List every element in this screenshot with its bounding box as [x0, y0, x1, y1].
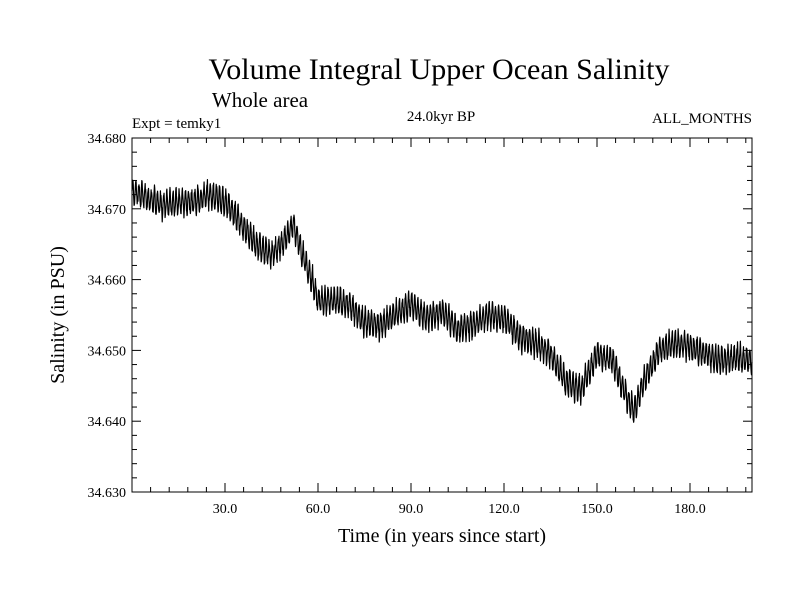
x-axis-label: Time (in years since start) [338, 525, 546, 547]
y-tick-label: 34.670 [88, 203, 127, 218]
x-tick-label: 60.0 [306, 502, 331, 517]
experiment-label: Expt = temky1 [132, 116, 221, 132]
axis-tick-labels: 30.0 60.0 90.0 120.0 150.0 180.0 34.630 34.640 3… [88, 132, 706, 517]
x-tick-label: 90.0 [399, 502, 424, 517]
y-tick-label: 34.650 [88, 344, 127, 359]
y-tick-label: 34.630 [88, 486, 127, 501]
y-tick-label: 34.680 [88, 132, 127, 147]
chart-title: Volume Integral Upper Ocean Salinity [209, 53, 670, 86]
months-label: ALL_MONTHS [652, 111, 752, 127]
period-label: 24.0kyr BP [407, 109, 475, 125]
y-tick-label: 34.640 [88, 415, 127, 430]
x-tick-label: 150.0 [581, 502, 613, 517]
x-tick-label: 180.0 [674, 502, 706, 517]
chart-subtitle: Whole area [212, 88, 309, 112]
y-tick-label: 34.660 [88, 274, 127, 289]
x-tick-label: 120.0 [488, 502, 520, 517]
x-tick-label: 30.0 [213, 502, 238, 517]
y-axis-label: Salinity (in PSU) [47, 246, 69, 384]
plot-frame [131, 137, 753, 493]
salinity-series-line [131, 179, 753, 423]
